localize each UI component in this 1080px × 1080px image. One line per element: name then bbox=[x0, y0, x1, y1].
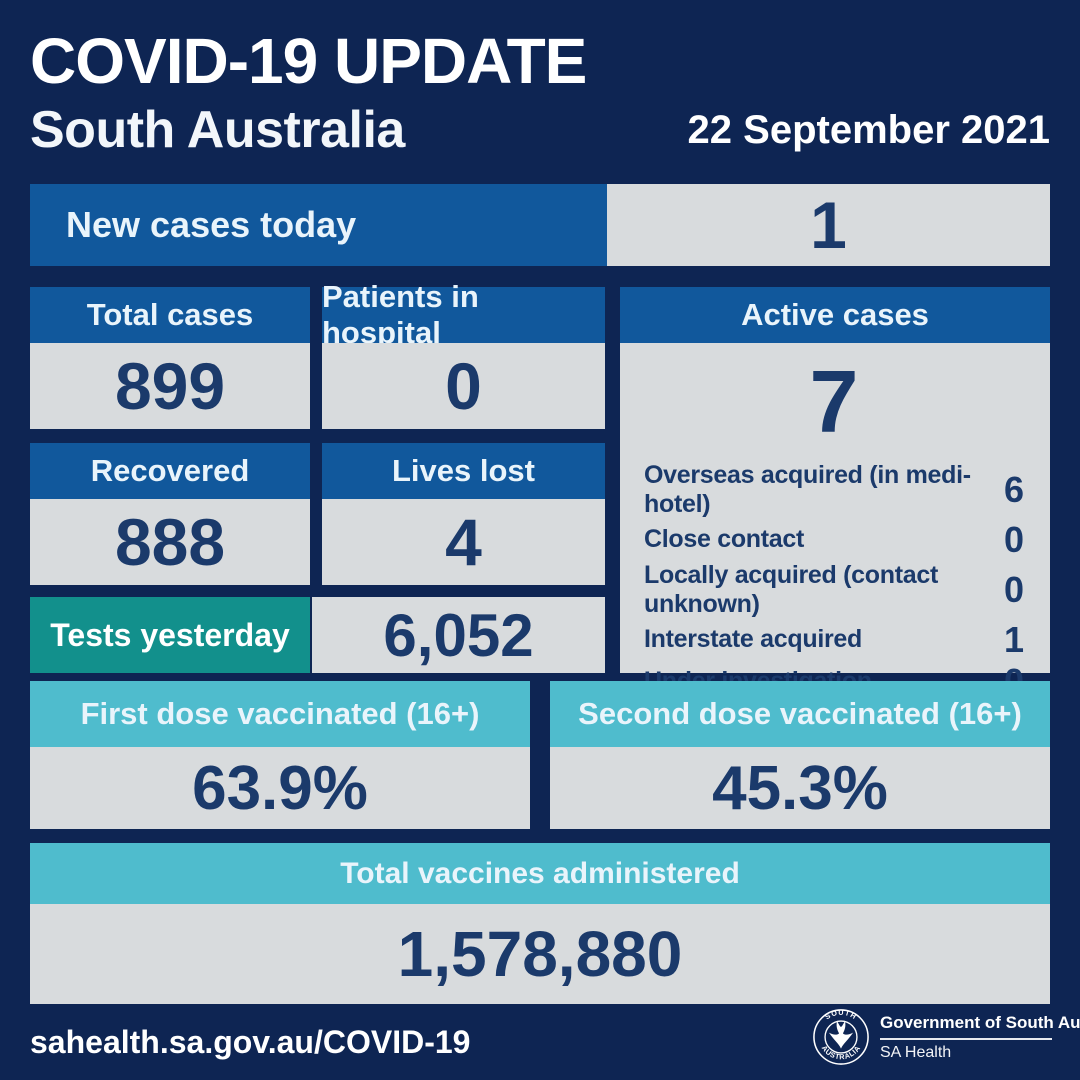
active-cases-total: 7 bbox=[809, 352, 859, 451]
website-url: sahealth.sa.gov.au/COVID-19 bbox=[30, 1024, 471, 1060]
government-branding: Government of South Australia SA Health bbox=[880, 1013, 1080, 1062]
report-date: 22 September 2021 bbox=[687, 108, 1050, 152]
new-cases-label: New cases today bbox=[30, 184, 607, 266]
breakdown-label: Close contact bbox=[644, 525, 805, 554]
breakdown-value: 1 bbox=[1003, 618, 1024, 660]
tests-yesterday-label: Tests yesterday bbox=[30, 597, 310, 673]
recovered-value: 888 bbox=[30, 499, 310, 585]
breakdown-value: 6 bbox=[1003, 468, 1024, 510]
government-name: Government of South Australia bbox=[880, 1013, 1080, 1032]
second-dose-label: Second dose vaccinated (16+) bbox=[550, 681, 1050, 747]
breakdown-label: Interstate acquired bbox=[644, 625, 862, 654]
svg-text:SOUTH: SOUTH bbox=[823, 1008, 858, 1021]
second-dose-value: 45.3% bbox=[550, 747, 1050, 829]
total-vaccines-value: 1,578,880 bbox=[30, 904, 1050, 1004]
active-breakdown-row: Interstate acquired 1 bbox=[644, 619, 1024, 661]
total-vaccines-label: Total vaccines administered bbox=[30, 843, 1050, 904]
breakdown-label: Locally acquired (contact unknown) bbox=[644, 560, 938, 618]
patients-in-hospital-label: Patients in hospital bbox=[322, 279, 605, 350]
active-breakdown-row: Close contact 0 bbox=[644, 519, 1024, 561]
breakdown-label: Overseas acquired (in medi-hotel) bbox=[644, 460, 971, 518]
department-name: SA Health bbox=[880, 1043, 952, 1061]
page-title: COVID-19 UPDATE bbox=[30, 25, 587, 97]
page-subtitle: South Australia bbox=[30, 101, 405, 159]
first-dose-label: First dose vaccinated (16+) bbox=[30, 681, 530, 747]
active-cases-panel: 7 Overseas acquired (in medi-hotel) 6 Cl… bbox=[620, 343, 1050, 702]
piping-shrike-emblem-icon: SOUTH AUSTRALIA bbox=[813, 1008, 869, 1065]
active-breakdown-row: Locally acquired (contact unknown) 0 bbox=[644, 561, 1024, 619]
tests-yesterday-value: 6,052 bbox=[312, 597, 605, 673]
active-breakdown-row: Overseas acquired (in medi-hotel) 6 bbox=[644, 461, 1024, 519]
branding-divider bbox=[880, 1037, 1052, 1040]
patients-in-hospital-value: 0 bbox=[322, 343, 605, 429]
breakdown-value: 0 bbox=[1003, 518, 1024, 560]
total-cases-value: 899 bbox=[30, 343, 310, 429]
total-cases-label: Total cases bbox=[30, 287, 310, 343]
new-cases-value: 1 bbox=[607, 184, 1050, 266]
active-cases-label: Active cases bbox=[620, 287, 1050, 343]
lives-lost-label: Lives lost bbox=[322, 443, 605, 499]
sa-government-logo: SOUTH AUSTRALIA bbox=[812, 1008, 870, 1066]
lives-lost-value: 4 bbox=[322, 499, 605, 585]
breakdown-value: 0 bbox=[1003, 568, 1024, 610]
recovered-label: Recovered bbox=[30, 443, 310, 499]
first-dose-value: 63.9% bbox=[30, 747, 530, 829]
